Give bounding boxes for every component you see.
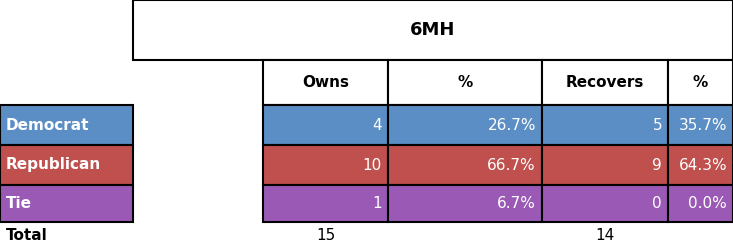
- Bar: [263, 105, 388, 145]
- Text: %: %: [457, 75, 473, 90]
- Bar: [263, 60, 388, 105]
- Text: 9: 9: [652, 158, 662, 173]
- Text: Owns: Owns: [302, 75, 349, 90]
- Text: %: %: [693, 75, 708, 90]
- Bar: [668, 105, 733, 145]
- Bar: [542, 185, 668, 222]
- Text: Total: Total: [6, 228, 48, 243]
- Text: 15: 15: [316, 228, 335, 243]
- Bar: [263, 145, 388, 185]
- Bar: [0, 185, 133, 222]
- Bar: [388, 185, 542, 222]
- Bar: [542, 145, 668, 185]
- Text: 5: 5: [652, 118, 662, 132]
- Bar: [263, 185, 388, 222]
- Bar: [542, 105, 668, 145]
- Text: 14: 14: [595, 228, 615, 243]
- Text: 10: 10: [363, 158, 382, 173]
- Bar: [0, 105, 133, 145]
- Bar: [388, 145, 542, 185]
- Bar: [542, 60, 668, 105]
- Text: 64.3%: 64.3%: [678, 158, 727, 173]
- Bar: [668, 60, 733, 105]
- Text: Democrat: Democrat: [6, 118, 89, 132]
- Bar: [668, 185, 733, 222]
- Bar: [133, 0, 733, 60]
- Text: 26.7%: 26.7%: [487, 118, 536, 132]
- Text: Republican: Republican: [6, 158, 101, 173]
- Bar: [388, 105, 542, 145]
- Text: 4: 4: [372, 118, 382, 132]
- Text: 0: 0: [652, 196, 662, 211]
- Text: 6.7%: 6.7%: [497, 196, 536, 211]
- Text: 0.0%: 0.0%: [688, 196, 727, 211]
- Bar: [0, 145, 133, 185]
- Text: 35.7%: 35.7%: [679, 118, 727, 132]
- Text: Tie: Tie: [6, 196, 32, 211]
- Text: 66.7%: 66.7%: [487, 158, 536, 173]
- Bar: [668, 145, 733, 185]
- Bar: [388, 60, 542, 105]
- Text: Recovers: Recovers: [566, 75, 644, 90]
- Text: 1: 1: [372, 196, 382, 211]
- Text: 6MH: 6MH: [410, 21, 456, 39]
